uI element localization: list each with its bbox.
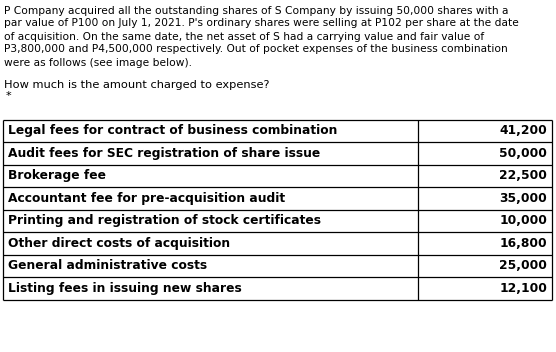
Text: 12,100: 12,100 bbox=[499, 282, 547, 295]
Text: 25,000: 25,000 bbox=[499, 259, 547, 272]
Text: of acquisition. On the same date, the net asset of S had a carrying value and fa: of acquisition. On the same date, the ne… bbox=[4, 31, 484, 42]
Text: 50,000: 50,000 bbox=[499, 147, 547, 160]
Text: Audit fees for SEC registration of share issue: Audit fees for SEC registration of share… bbox=[8, 147, 320, 160]
Text: Other direct costs of acquisition: Other direct costs of acquisition bbox=[8, 237, 230, 250]
Text: General administrative costs: General administrative costs bbox=[8, 259, 207, 272]
Text: 10,000: 10,000 bbox=[499, 214, 547, 227]
Text: 16,800: 16,800 bbox=[499, 237, 547, 250]
Text: *: * bbox=[6, 92, 12, 101]
Text: were as follows (see image below).: were as follows (see image below). bbox=[4, 57, 192, 68]
Text: 41,200: 41,200 bbox=[499, 124, 547, 137]
Text: P Company acquired all the outstanding shares of S Company by issuing 50,000 sha: P Company acquired all the outstanding s… bbox=[4, 6, 509, 15]
Text: 22,500: 22,500 bbox=[499, 169, 547, 182]
Text: Listing fees in issuing new shares: Listing fees in issuing new shares bbox=[8, 282, 242, 295]
Text: par value of P100 on July 1, 2021. P's ordinary shares were selling at P102 per : par value of P100 on July 1, 2021. P's o… bbox=[4, 19, 519, 29]
Text: Accountant fee for pre-acquisition audit: Accountant fee for pre-acquisition audit bbox=[8, 192, 285, 205]
Text: Printing and registration of stock certificates: Printing and registration of stock certi… bbox=[8, 214, 321, 227]
Text: How much is the amount charged to expense?: How much is the amount charged to expens… bbox=[4, 81, 270, 90]
Text: Legal fees for contract of business combination: Legal fees for contract of business comb… bbox=[8, 124, 337, 137]
Text: P3,800,000 and P4,500,000 respectively. Out of pocket expenses of the business c: P3,800,000 and P4,500,000 respectively. … bbox=[4, 44, 508, 55]
Text: Brokerage fee: Brokerage fee bbox=[8, 169, 106, 182]
Text: 35,000: 35,000 bbox=[499, 192, 547, 205]
